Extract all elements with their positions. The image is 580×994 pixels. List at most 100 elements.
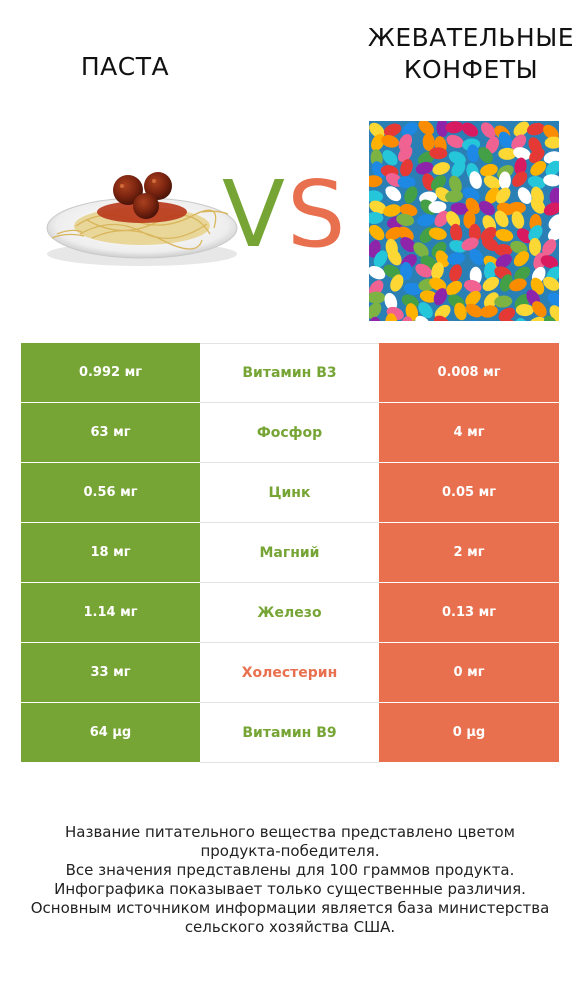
jelly-bean	[451, 160, 466, 178]
jelly-bean	[466, 144, 479, 163]
jelly-bean	[398, 145, 413, 163]
jelly-bean	[513, 147, 531, 160]
jelly-bean	[417, 214, 435, 227]
right-value: 0 мг	[379, 643, 559, 703]
jelly-bean	[483, 175, 501, 190]
jelly-bean	[405, 303, 419, 321]
pasta-image	[46, 172, 238, 266]
jelly-bean	[495, 254, 512, 269]
nutrient-name: Фосфор	[200, 403, 379, 463]
jelly-bean	[387, 248, 402, 266]
jelly-bean	[371, 133, 385, 151]
jelly-bean	[543, 151, 559, 164]
jelly-bean	[547, 226, 559, 241]
left-value: 0.992 мг	[21, 343, 200, 403]
jelly-bean	[544, 136, 559, 149]
right-product-title: ЖЕВАТЕЛЬНЫЕ КОНФЕТЫ	[364, 22, 578, 86]
jelly-bean	[419, 290, 438, 303]
jelly-bean	[529, 147, 545, 164]
jelly-bean	[385, 186, 402, 202]
vs-label: VS	[222, 160, 347, 270]
footnote-line-3: Все значения представлены для 100 граммо…	[65, 861, 515, 879]
nutrient-name: Витамин B3	[200, 343, 379, 403]
jelly-bean	[514, 266, 531, 282]
jelly-bean	[461, 237, 479, 251]
jelly-bean	[465, 303, 483, 318]
jelly-bean	[369, 212, 384, 225]
jelly-bean	[543, 315, 558, 321]
footnote-line-2: продукта-победителя.	[200, 842, 380, 860]
jelly-bean	[369, 224, 385, 241]
jelly-bean	[383, 123, 402, 137]
jelly-bean	[528, 225, 543, 242]
jelly-bean	[547, 292, 559, 307]
comparison-table: 0.992 мг Витамин B3 0.008 мг 63 мг Фосфор 4 м…	[21, 343, 559, 763]
right-title-line-1: ЖЕВАТЕЛЬНЫЕ	[367, 23, 575, 52]
left-value: 1.14 мг	[21, 583, 200, 643]
jelly-bean	[527, 175, 546, 189]
jelly-bean	[401, 294, 419, 308]
jelly-bean	[494, 210, 509, 228]
jelly-bean	[495, 187, 511, 204]
jelly-bean	[465, 290, 481, 307]
jelly-bean	[415, 315, 431, 321]
jelly-bean	[515, 304, 534, 317]
jelly-bean	[480, 163, 498, 177]
jelly-bean	[510, 240, 528, 254]
table-row: 64 µg Витамин B9 0 µg	[21, 703, 559, 763]
nutrient-name: Холестерин	[200, 643, 379, 703]
right-value: 4 мг	[379, 403, 559, 463]
right-value: 0.008 мг	[379, 343, 559, 403]
jelly-bean	[397, 176, 416, 189]
jelly-bean	[418, 302, 433, 319]
jelly-bean	[434, 210, 449, 227]
jelly-bean	[549, 305, 559, 321]
nutrient-name: Витамин B9	[200, 703, 379, 763]
left-product-title: ПАСТА	[80, 52, 170, 81]
jelly-bean	[482, 276, 500, 292]
table-row: 33 мг Холестерин 0 мг	[21, 643, 559, 703]
jelly-bean	[528, 316, 546, 321]
table-row: 18 мг Магний 2 мг	[21, 523, 559, 583]
jelly-bean	[463, 210, 476, 229]
jelly-bean	[404, 186, 418, 204]
right-title-line-2: КОНФЕТЫ	[403, 55, 539, 84]
footnote: Название питательного вещества представл…	[18, 823, 562, 937]
jelly-bean	[485, 187, 500, 204]
jelly-bean	[445, 190, 464, 203]
jelly-bean	[513, 121, 530, 137]
vs-letter-v: V	[222, 161, 287, 268]
jelly-bean	[485, 136, 500, 154]
jelly-bean	[480, 305, 498, 318]
jelly-bean	[390, 274, 404, 292]
jelly-bean	[433, 288, 447, 306]
nutrient-name: Цинк	[200, 463, 379, 523]
jelly-bean	[445, 280, 463, 296]
jelly-bean	[463, 279, 482, 293]
jelly-bean	[543, 174, 559, 187]
jelly-bean	[478, 147, 493, 164]
jelly-bean	[530, 197, 546, 214]
jelly-beans-image	[369, 121, 559, 321]
vs-letter-s: S	[286, 161, 348, 268]
jelly-bean	[399, 203, 418, 217]
jelly-bean	[401, 122, 418, 137]
jelly-bean	[512, 171, 528, 187]
jelly-bean	[384, 292, 398, 311]
jelly-bean	[385, 313, 398, 321]
jelly-bean	[454, 302, 467, 321]
jelly-bean	[530, 277, 545, 295]
jelly-bean	[511, 134, 527, 151]
right-value: 0.05 мг	[379, 463, 559, 523]
jelly-bean	[369, 302, 382, 319]
right-value: 2 мг	[379, 523, 559, 583]
jelly-bean	[428, 201, 447, 214]
jelly-bean	[498, 171, 511, 190]
jelly-bean	[400, 237, 416, 253]
jelly-bean	[396, 213, 415, 226]
jelly-bean	[516, 228, 533, 244]
jelly-bean	[468, 223, 481, 242]
jelly-bean	[481, 237, 499, 252]
jelly-bean	[422, 132, 435, 151]
jelly-bean	[529, 237, 542, 256]
